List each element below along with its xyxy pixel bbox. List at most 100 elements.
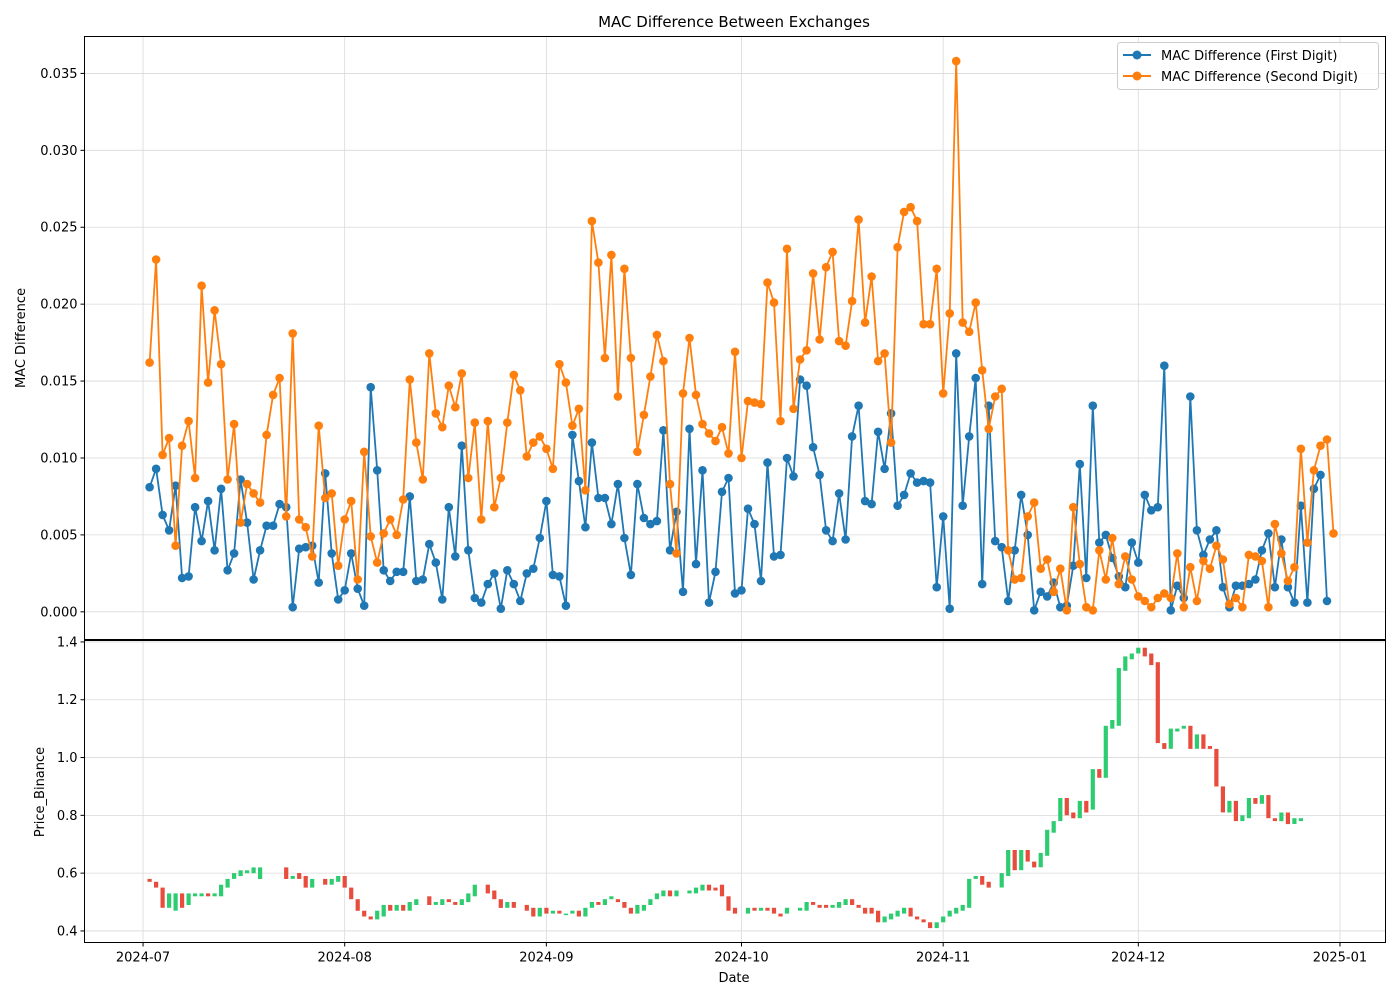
mac-data-point [509,579,519,589]
mac-data-point [854,401,863,411]
mac-data-point [958,318,967,327]
candle-up [830,904,835,908]
mac-data-point [1029,606,1039,615]
price-y-tick-label: 0.4 [57,924,78,939]
mac-data-point [1296,444,1306,454]
candle-up [1077,800,1082,819]
candle-down [1285,812,1290,825]
candle-up [1246,798,1251,819]
candle-down [863,907,868,914]
mac-data-point [1244,550,1254,560]
mac-data-point [294,544,304,553]
mac-data-point [288,329,298,338]
mac-data-point [633,479,642,489]
mac-data-point [1003,596,1013,606]
candle-up [375,910,380,920]
mac-data-point [704,598,714,607]
mac-data-point [412,576,421,586]
mac-data-point [659,356,668,366]
candle-down [154,881,159,888]
mac-data-point [210,546,219,555]
candle-down [1149,653,1154,666]
mac-data-point [1290,598,1299,607]
mac-data-point [945,604,954,613]
candle-up [804,902,809,911]
mac-y-tick-label: 0.035 [40,67,77,82]
mac-series [145,56,1338,615]
candle-up [407,902,412,911]
candle-down [1253,798,1258,804]
mac-data-point [366,382,376,392]
mac-data-point [899,490,909,500]
mac-data-point [867,499,876,509]
mac-data-point [977,579,987,589]
candle-down [1201,734,1206,749]
candle-down [719,884,725,897]
mac-data-point [854,215,863,224]
candle-down [615,899,620,903]
mac-data-point [1147,602,1156,612]
mac-data-point [1088,401,1098,411]
mac-data-point [1277,549,1286,558]
candle-down [297,873,302,879]
mac-data-point [841,535,850,544]
mac-data-point [490,569,499,578]
mac-data-point [353,584,363,593]
mac-data-point [425,539,434,549]
price-y-tick-label: 1.4 [57,635,78,650]
mac-data-point [789,404,798,414]
mac-data-point [834,336,844,346]
mac-data-point [444,502,454,512]
mac-data-point [620,264,629,274]
mac-data-point [314,421,324,431]
mac-data-point [1056,602,1065,612]
mac-data-point [1316,441,1325,451]
mac-data-point [990,392,1000,401]
candle-up [1123,656,1128,671]
candle-up [1116,668,1121,726]
mac-data-point [932,582,941,592]
mac-data-point [477,598,486,607]
mac-data-point [756,576,766,586]
mac-data-point [776,416,785,426]
mac-data-point [307,552,317,561]
candle-down [1084,800,1089,813]
mac-data-point [509,370,519,380]
mac-data-point [841,341,850,351]
mac-data-point [1283,582,1293,592]
mac-data-point [717,422,727,432]
mac-grid [84,36,1386,640]
mac-data-point [574,404,584,414]
mac-data-point [548,464,558,474]
candle-down [706,884,712,891]
mac-data-point [1036,587,1045,597]
mac-data-point [1153,502,1163,512]
mac-data-point [1212,541,1221,550]
mac-data-point [1010,575,1019,584]
price-y-tick-label: 1.2 [57,693,78,708]
mac-data-point [743,396,753,406]
mac-data-point [932,264,941,274]
mac-data-point [834,489,844,498]
mac-data-point [626,353,636,363]
candle-up [1038,852,1043,868]
candle-up [674,890,679,897]
mac-data-point [1238,602,1247,612]
legend-box [1117,42,1379,90]
candle-up [947,910,952,917]
candle-up [290,876,295,879]
mac-data-point [268,390,278,400]
candle-up [433,902,438,905]
price-y-tick-label: 0.6 [57,867,78,882]
candle-up [837,902,842,908]
mac-data-point [652,330,662,340]
price-y-tick-label: 0.8 [57,809,78,824]
mac-data-point [808,442,818,452]
candle-up [1168,728,1173,749]
candle-down [1162,743,1167,749]
mac-data-point [724,449,733,458]
mac-data-point [1023,512,1032,521]
candle-up [641,904,646,911]
candle-down [1214,748,1219,787]
